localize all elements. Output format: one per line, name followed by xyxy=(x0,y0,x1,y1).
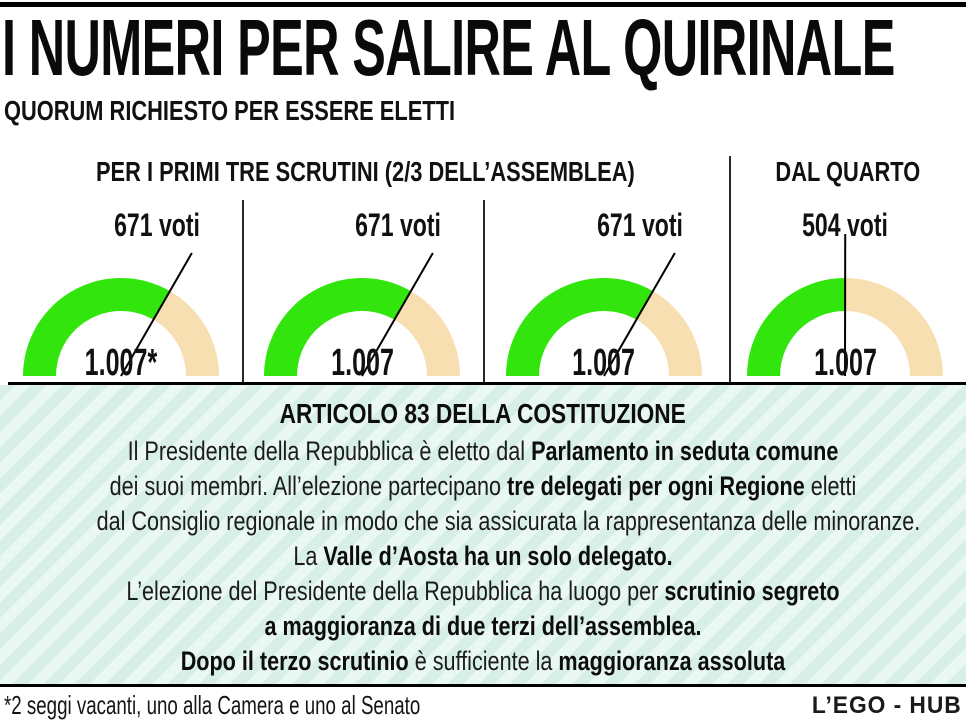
article-bold-text: scrutinio segreto xyxy=(664,576,840,606)
section-heading-from-fourth-label: DAL QUARTO xyxy=(775,156,921,187)
gauge-scrutinio-1: 671 voti 1.007* xyxy=(0,150,242,382)
article-heading-row: ARTICOLO 83 DELLA COSTITUZIONE xyxy=(0,397,966,431)
gauge-total-text: 1.007 xyxy=(813,342,877,384)
article-text: Il Presidente della Repubblica è eletto … xyxy=(127,436,532,466)
gauge-scrutinio-2: 671 voti 1.007 xyxy=(242,150,484,382)
gauge-target-label: 671 voti xyxy=(113,207,200,243)
article-text: è sufficiente la xyxy=(408,646,559,676)
article-bold-text: Parlamento in seduta comune xyxy=(531,436,839,466)
page-title: I NUMERI PER SALIRE AL QUIRINALE xyxy=(2,3,895,92)
article-lines: Il Presidente della Repubblica è eletto … xyxy=(0,434,966,679)
article-block: ARTICOLO 83 DELLA COSTITUZIONE Il Presid… xyxy=(0,385,966,684)
gauge-dal-quarto: 504 voti 1.007 xyxy=(725,150,966,382)
article-bold-text: a maggioranza di due terzi dell’assemble… xyxy=(264,611,702,641)
gauge-target-label: 671 voti xyxy=(355,207,442,243)
article-bold-text: maggioranza assoluta xyxy=(558,646,786,676)
gauge-total-text: 1.007 xyxy=(572,342,636,384)
article-line: dal Consiglio regionale in modo che sia … xyxy=(97,504,921,539)
article-line: Il Presidente della Repubblica è eletto … xyxy=(97,434,870,469)
article-text: eletti xyxy=(804,471,857,501)
footnote: *2 seggi vacanti, uno alla Camera e uno … xyxy=(4,690,421,720)
top-black-bar xyxy=(0,2,966,7)
article-bold-text: Valle d’Aosta ha un solo delegato. xyxy=(323,541,673,571)
gauge-arc xyxy=(22,278,219,376)
subtitle-row: QUORUM RICHIESTO PER ESSERE ELETTI xyxy=(0,95,966,126)
gauge-total-label: 1.007 xyxy=(242,342,484,384)
article-line: a maggioranza di due terzi dell’assemble… xyxy=(97,609,870,644)
gauge-target-label: 671 voti xyxy=(596,207,683,243)
gauge-total-text: 1.007 xyxy=(330,342,394,384)
section-heading-first-three: PER I PRIMI TRE SCRUTINI (2/3 DELL’ASSEM… xyxy=(0,156,730,188)
section-heading-from-fourth: DAL QUARTO xyxy=(730,156,966,188)
article-bold-text: Dopo il terzo scrutinio xyxy=(180,646,409,676)
article-line: La Valle d’Aosta ha un solo delegato. xyxy=(97,539,870,574)
gauge-total-label: 1.007 xyxy=(483,342,725,384)
section-heading-first-three-label: PER I PRIMI TRE SCRUTINI (2/3 DELL’ASSEM… xyxy=(95,156,635,187)
gauge-divider-1 xyxy=(242,200,244,382)
gauge-scrutinio-3: 671 voti 1.007 xyxy=(483,150,725,382)
article-text: dal Consiglio regionale in modo che sia … xyxy=(96,506,921,536)
bottom-rule xyxy=(0,684,966,687)
header: I NUMERI PER SALIRE AL QUIRINALE xyxy=(0,3,966,92)
article-heading: ARTICOLO 83 DELLA COSTITUZIONE xyxy=(279,398,687,429)
article-text: La xyxy=(293,541,324,571)
gauge-divider-2 xyxy=(483,200,485,382)
gauge-total-text: 1.007* xyxy=(84,342,158,384)
footer: *2 seggi vacanti, uno alla Camera e uno … xyxy=(0,687,966,724)
article-line: Dopo il terzo scrutinio è sufficiente la… xyxy=(97,644,870,679)
mid-rule xyxy=(8,382,966,385)
article-line: L’elezione del Presidente della Repubbli… xyxy=(97,574,870,609)
credit-logo: L’EGO - HUB xyxy=(812,691,962,719)
article-bold-text: tre delegati per ogni Regione xyxy=(507,471,805,501)
gauge-total-label: 1.007* xyxy=(0,342,242,384)
gauge-arc xyxy=(505,278,702,376)
page-subtitle: QUORUM RICHIESTO PER ESSERE ELETTI xyxy=(4,95,456,126)
gauge-total-label: 1.007 xyxy=(725,342,966,384)
article-text: L’elezione del Presidente della Repubbli… xyxy=(126,576,665,606)
section-divider xyxy=(729,156,731,382)
gauge-row: 671 voti 1.007* 671 voti 1.007 671 voti xyxy=(0,150,966,382)
article-line: dei suoi membri. All’elezione partecipan… xyxy=(97,469,870,504)
gauge-arc xyxy=(264,278,461,376)
gauges-chart: PER I PRIMI TRE SCRUTINI (2/3 DELL’ASSEM… xyxy=(0,150,966,382)
article-text: dei suoi membri. All’elezione partecipan… xyxy=(109,471,508,501)
